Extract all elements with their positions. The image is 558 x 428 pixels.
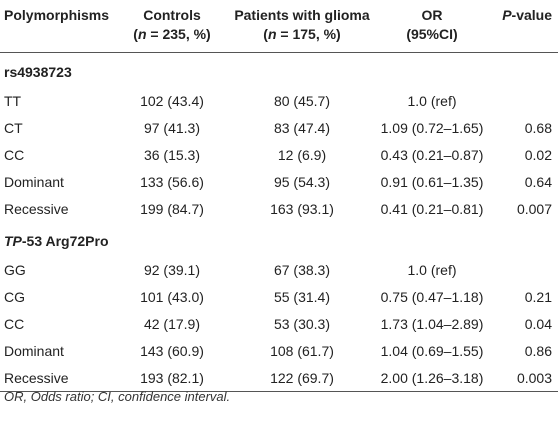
controls-cell: 133 (56.6) bbox=[140, 173, 204, 190]
p-value-cell: 0.64 bbox=[524, 173, 552, 190]
table-row: Dominant 143 (60.9) 108 (61.7) 1.04 (0.69–1… bbox=[0, 337, 558, 364]
genotype-cell: CG bbox=[4, 288, 25, 305]
controls-cell: 101 (43.0) bbox=[140, 288, 204, 305]
patients-cell: 53 (30.3) bbox=[273, 315, 331, 332]
p-value-cell: 0.007 bbox=[516, 200, 552, 217]
genotype-cell: GG bbox=[4, 261, 26, 278]
patients-cell: 95 (54.3) bbox=[273, 173, 331, 190]
table-row: TT 102 (43.4) 80 (45.7) 1.0 (ref) bbox=[0, 87, 558, 114]
table-row: CT 97 (41.3) 83 (47.4) 1.09 (0.72–1.65) 0.68 bbox=[0, 114, 558, 141]
genotype-association-table: Polymorphisms Controls (n = 235, %) Pati… bbox=[0, 6, 558, 392]
table-row: CG 101 (43.0) 55 (31.4) 0.75 (0.47–1.18) 0.2… bbox=[0, 283, 558, 310]
table-row: GG 92 (39.1) 67 (38.3) 1.0 (ref) bbox=[0, 256, 558, 283]
header-row: Polymorphisms Controls (n = 235, %) Pati… bbox=[0, 6, 558, 53]
controls-cell: 36 (15.3) bbox=[143, 146, 201, 163]
table-row: Dominant 133 (56.6) 95 (54.3) 0.91 (0.61–1.… bbox=[0, 168, 558, 195]
controls-cell: 102 (43.4) bbox=[140, 92, 204, 109]
or-cell: 1.09 (0.72–1.65) bbox=[380, 119, 484, 136]
table-row: CC 42 (17.9) 53 (30.3) 1.73 (1.04–2.89) 0.04 bbox=[0, 310, 558, 337]
genotype-cell: Recessive bbox=[0, 364, 118, 392]
or-cell: 0.41 (0.21–0.81) bbox=[380, 200, 484, 217]
genotype-cell: CC bbox=[4, 146, 25, 163]
header-p-value: P-value bbox=[486, 6, 558, 53]
section-header-row: rs4938723 bbox=[0, 53, 558, 88]
controls-cell: 143 (60.9) bbox=[140, 342, 204, 359]
patients-cell: 12 (6.9) bbox=[277, 146, 327, 163]
p-value-cell: 0.21 bbox=[524, 288, 552, 305]
or-cell: 1.73 (1.04–2.89) bbox=[380, 315, 484, 332]
or-cell: 1.04 (0.69–1.55) bbox=[380, 342, 484, 359]
p-value-cell: 0.02 bbox=[524, 146, 552, 163]
p-value-cell: 0.003 bbox=[486, 364, 558, 392]
patients-cell: 163 (93.1) bbox=[270, 200, 334, 217]
genotype-cell: CT bbox=[4, 119, 23, 136]
header-polymorphisms: Polymorphisms bbox=[0, 6, 118, 53]
patients-cell: 55 (31.4) bbox=[273, 288, 331, 305]
header-controls: Controls (n = 235, %) bbox=[118, 6, 226, 53]
patients-cell: 80 (45.7) bbox=[273, 92, 331, 109]
or-cell: 1.0 (ref) bbox=[407, 92, 457, 109]
or-cell: 0.43 (0.21–0.87) bbox=[380, 146, 484, 163]
p-value-cell: 0.86 bbox=[524, 342, 552, 359]
or-cell: 0.75 (0.47–1.18) bbox=[380, 288, 484, 305]
patients-cell: 83 (47.4) bbox=[273, 119, 331, 136]
genotype-cell: CC bbox=[4, 315, 25, 332]
genotype-cell: Dominant bbox=[4, 173, 64, 190]
table-body: rs4938723 TT 102 (43.4) 80 (45.7) 1.0 (ref) C… bbox=[0, 53, 558, 392]
genotype-cell: Recessive bbox=[4, 200, 69, 217]
header-patients: Patients with glioma (n = 175, %) bbox=[226, 6, 378, 53]
table-row: CC 36 (15.3) 12 (6.9) 0.43 (0.21–0.87) 0.02 bbox=[0, 141, 558, 168]
patients-cell: 67 (38.3) bbox=[273, 261, 331, 278]
patients-cell: 108 (61.7) bbox=[270, 342, 334, 359]
or-cell: 0.91 (0.61–1.35) bbox=[380, 173, 484, 190]
controls-cell: 199 (84.7) bbox=[140, 200, 204, 217]
p-value-cell bbox=[486, 256, 558, 283]
genotype-cell: TT bbox=[4, 92, 22, 109]
controls-cell: 193 (82.1) bbox=[118, 364, 226, 392]
or-cell: 1.0 (ref) bbox=[407, 261, 457, 278]
controls-cell: 42 (17.9) bbox=[143, 315, 201, 332]
p-value-cell: 0.68 bbox=[524, 119, 552, 136]
table-footnote: OR, Odds ratio; CI, confidence interval. bbox=[4, 389, 231, 404]
section-title: rs4938723 bbox=[4, 64, 72, 80]
controls-cell: 92 (39.1) bbox=[143, 261, 201, 278]
p-value-cell: 0.04 bbox=[524, 315, 552, 332]
p-value-cell bbox=[486, 87, 558, 114]
genotype-cell: Dominant bbox=[4, 342, 64, 359]
table-row: Recessive 199 (84.7) 163 (93.1) 0.41 (0.21–… bbox=[0, 195, 558, 222]
patients-cell: 122 (69.7) bbox=[226, 364, 378, 392]
section-header-row: TP-53 Arg72Pro bbox=[0, 222, 558, 256]
section-title: TP-53 Arg72Pro bbox=[4, 233, 109, 249]
table-row: Recessive 193 (82.1) 122 (69.7) 2.00 (1.26–… bbox=[0, 364, 558, 392]
controls-cell: 97 (41.3) bbox=[143, 119, 201, 136]
or-cell: 2.00 (1.26–3.18) bbox=[378, 364, 486, 392]
header-or: OR (95%CI) bbox=[378, 6, 486, 53]
